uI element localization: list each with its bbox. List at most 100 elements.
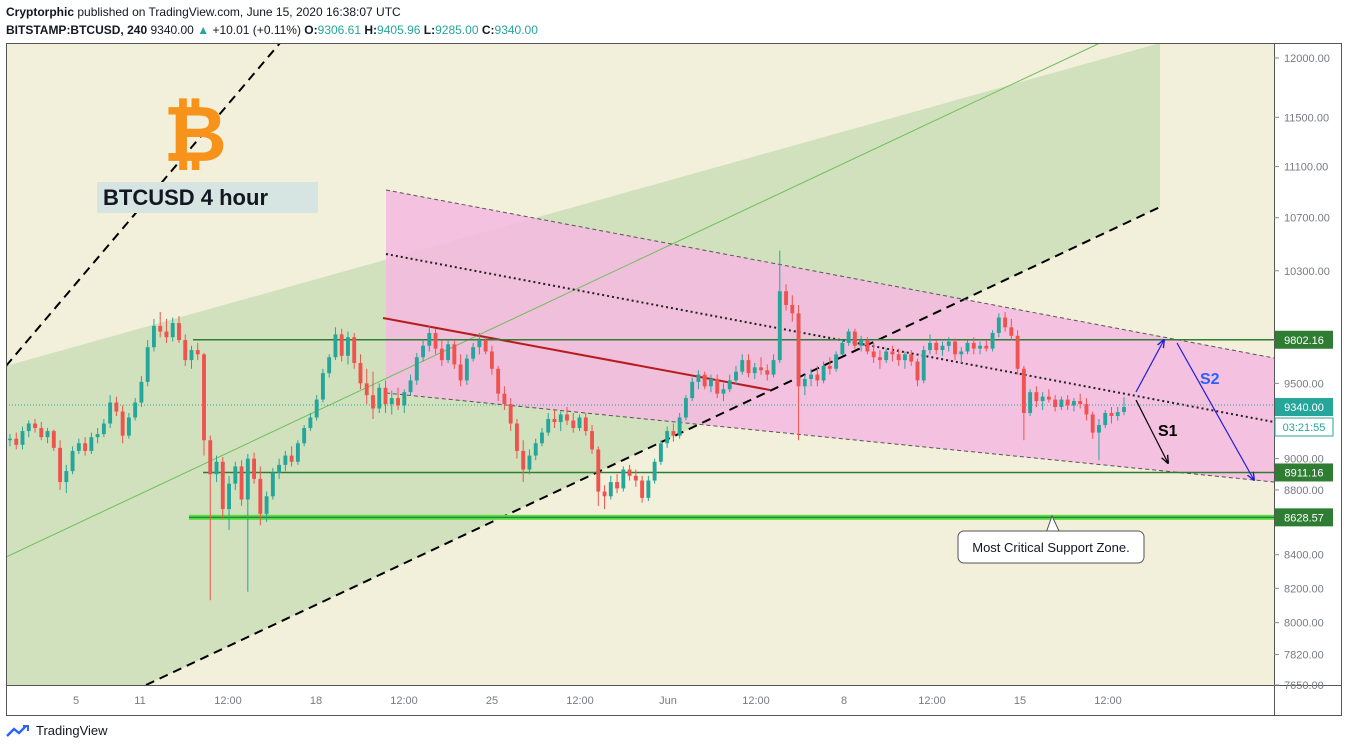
candle[interactable] [583, 412, 588, 436]
candle[interactable] [633, 469, 638, 487]
candle[interactable] [915, 358, 920, 387]
candle[interactable] [114, 396, 119, 416]
candle[interactable] [477, 332, 482, 355]
candle[interactable] [640, 475, 645, 503]
candle[interactable] [859, 335, 864, 352]
candle[interactable] [414, 352, 419, 385]
candle[interactable] [308, 412, 313, 432]
candle[interactable] [665, 426, 670, 448]
candle[interactable] [1021, 365, 1026, 441]
candle[interactable] [683, 395, 688, 421]
candle[interactable] [784, 284, 788, 311]
candle[interactable] [1097, 418, 1101, 461]
candle[interactable] [1078, 393, 1083, 409]
candle[interactable] [8, 434, 12, 447]
candle[interactable] [752, 362, 757, 379]
candle[interactable] [884, 348, 889, 363]
candle[interactable] [45, 428, 50, 444]
candle[interactable] [809, 368, 814, 387]
candle[interactable] [464, 354, 469, 385]
candle[interactable] [521, 440, 526, 483]
candle[interactable] [402, 389, 407, 413]
candle[interactable] [51, 429, 56, 451]
candle[interactable] [139, 376, 144, 408]
candle[interactable] [1071, 398, 1076, 412]
candle[interactable] [621, 466, 626, 492]
candle[interactable] [627, 464, 632, 481]
candle[interactable] [264, 491, 269, 522]
candle[interactable] [101, 418, 106, 438]
candle[interactable] [1015, 330, 1020, 375]
candle[interactable] [1109, 407, 1114, 424]
candle[interactable] [471, 342, 476, 362]
candle[interactable] [133, 398, 138, 421]
candle[interactable] [646, 475, 651, 502]
candle[interactable] [346, 331, 350, 365]
candle[interactable] [721, 383, 726, 402]
candle[interactable] [508, 398, 513, 432]
candle[interactable] [108, 395, 113, 429]
candle[interactable] [458, 354, 463, 387]
candle[interactable] [421, 340, 425, 362]
candle[interactable] [227, 475, 231, 531]
candle[interactable] [327, 354, 332, 378]
candle[interactable] [145, 340, 150, 387]
candle[interactable] [446, 340, 451, 363]
candle[interactable] [909, 350, 914, 366]
candle[interactable] [1115, 407, 1120, 421]
candle[interactable] [314, 395, 319, 421]
candle[interactable] [164, 318, 169, 343]
candle[interactable] [702, 371, 707, 390]
candle[interactable] [377, 383, 382, 413]
candle[interactable] [220, 457, 225, 519]
candle[interactable] [1122, 397, 1126, 416]
candle[interactable] [777, 250, 782, 363]
candle[interactable] [158, 311, 163, 338]
candle[interactable] [765, 364, 770, 381]
candle[interactable] [715, 374, 720, 399]
candle[interactable] [89, 432, 94, 455]
candle[interactable] [802, 374, 807, 396]
candle[interactable] [239, 460, 244, 506]
candle[interactable] [671, 423, 676, 442]
candle[interactable] [615, 474, 620, 494]
candle[interactable] [652, 458, 657, 484]
candle[interactable] [339, 328, 344, 362]
candle[interactable] [965, 340, 970, 355]
candle[interactable] [483, 337, 488, 355]
candle[interactable] [452, 340, 457, 369]
candle[interactable] [358, 354, 363, 390]
candle[interactable] [928, 334, 932, 355]
candle[interactable] [1053, 395, 1058, 412]
candle[interactable] [590, 425, 594, 455]
candle[interactable] [565, 407, 569, 426]
candle[interactable] [1103, 409, 1108, 429]
candle[interactable] [214, 455, 219, 483]
candle[interactable] [14, 432, 19, 450]
candle[interactable] [790, 295, 795, 322]
candle[interactable] [183, 334, 188, 366]
candle[interactable] [514, 418, 519, 459]
candle[interactable] [877, 350, 882, 369]
candle[interactable] [502, 386, 507, 410]
candle[interactable] [189, 345, 194, 369]
candle[interactable] [396, 387, 400, 410]
candle[interactable] [734, 365, 738, 385]
candle[interactable] [921, 345, 926, 384]
candle[interactable] [83, 437, 88, 456]
candle[interactable] [439, 340, 444, 366]
candle[interactable] [320, 368, 325, 403]
candle[interactable] [195, 342, 200, 361]
candle[interactable] [852, 328, 857, 349]
candle[interactable] [58, 440, 63, 490]
candle[interactable] [64, 464, 69, 494]
candle[interactable] [76, 438, 81, 455]
candle[interactable] [202, 352, 206, 456]
candle[interactable] [283, 450, 288, 472]
candle[interactable] [1003, 311, 1008, 332]
candle[interactable] [846, 328, 851, 346]
candle[interactable] [408, 374, 413, 396]
candle[interactable] [371, 371, 375, 419]
candle[interactable] [1065, 395, 1070, 410]
candle[interactable] [608, 475, 613, 500]
